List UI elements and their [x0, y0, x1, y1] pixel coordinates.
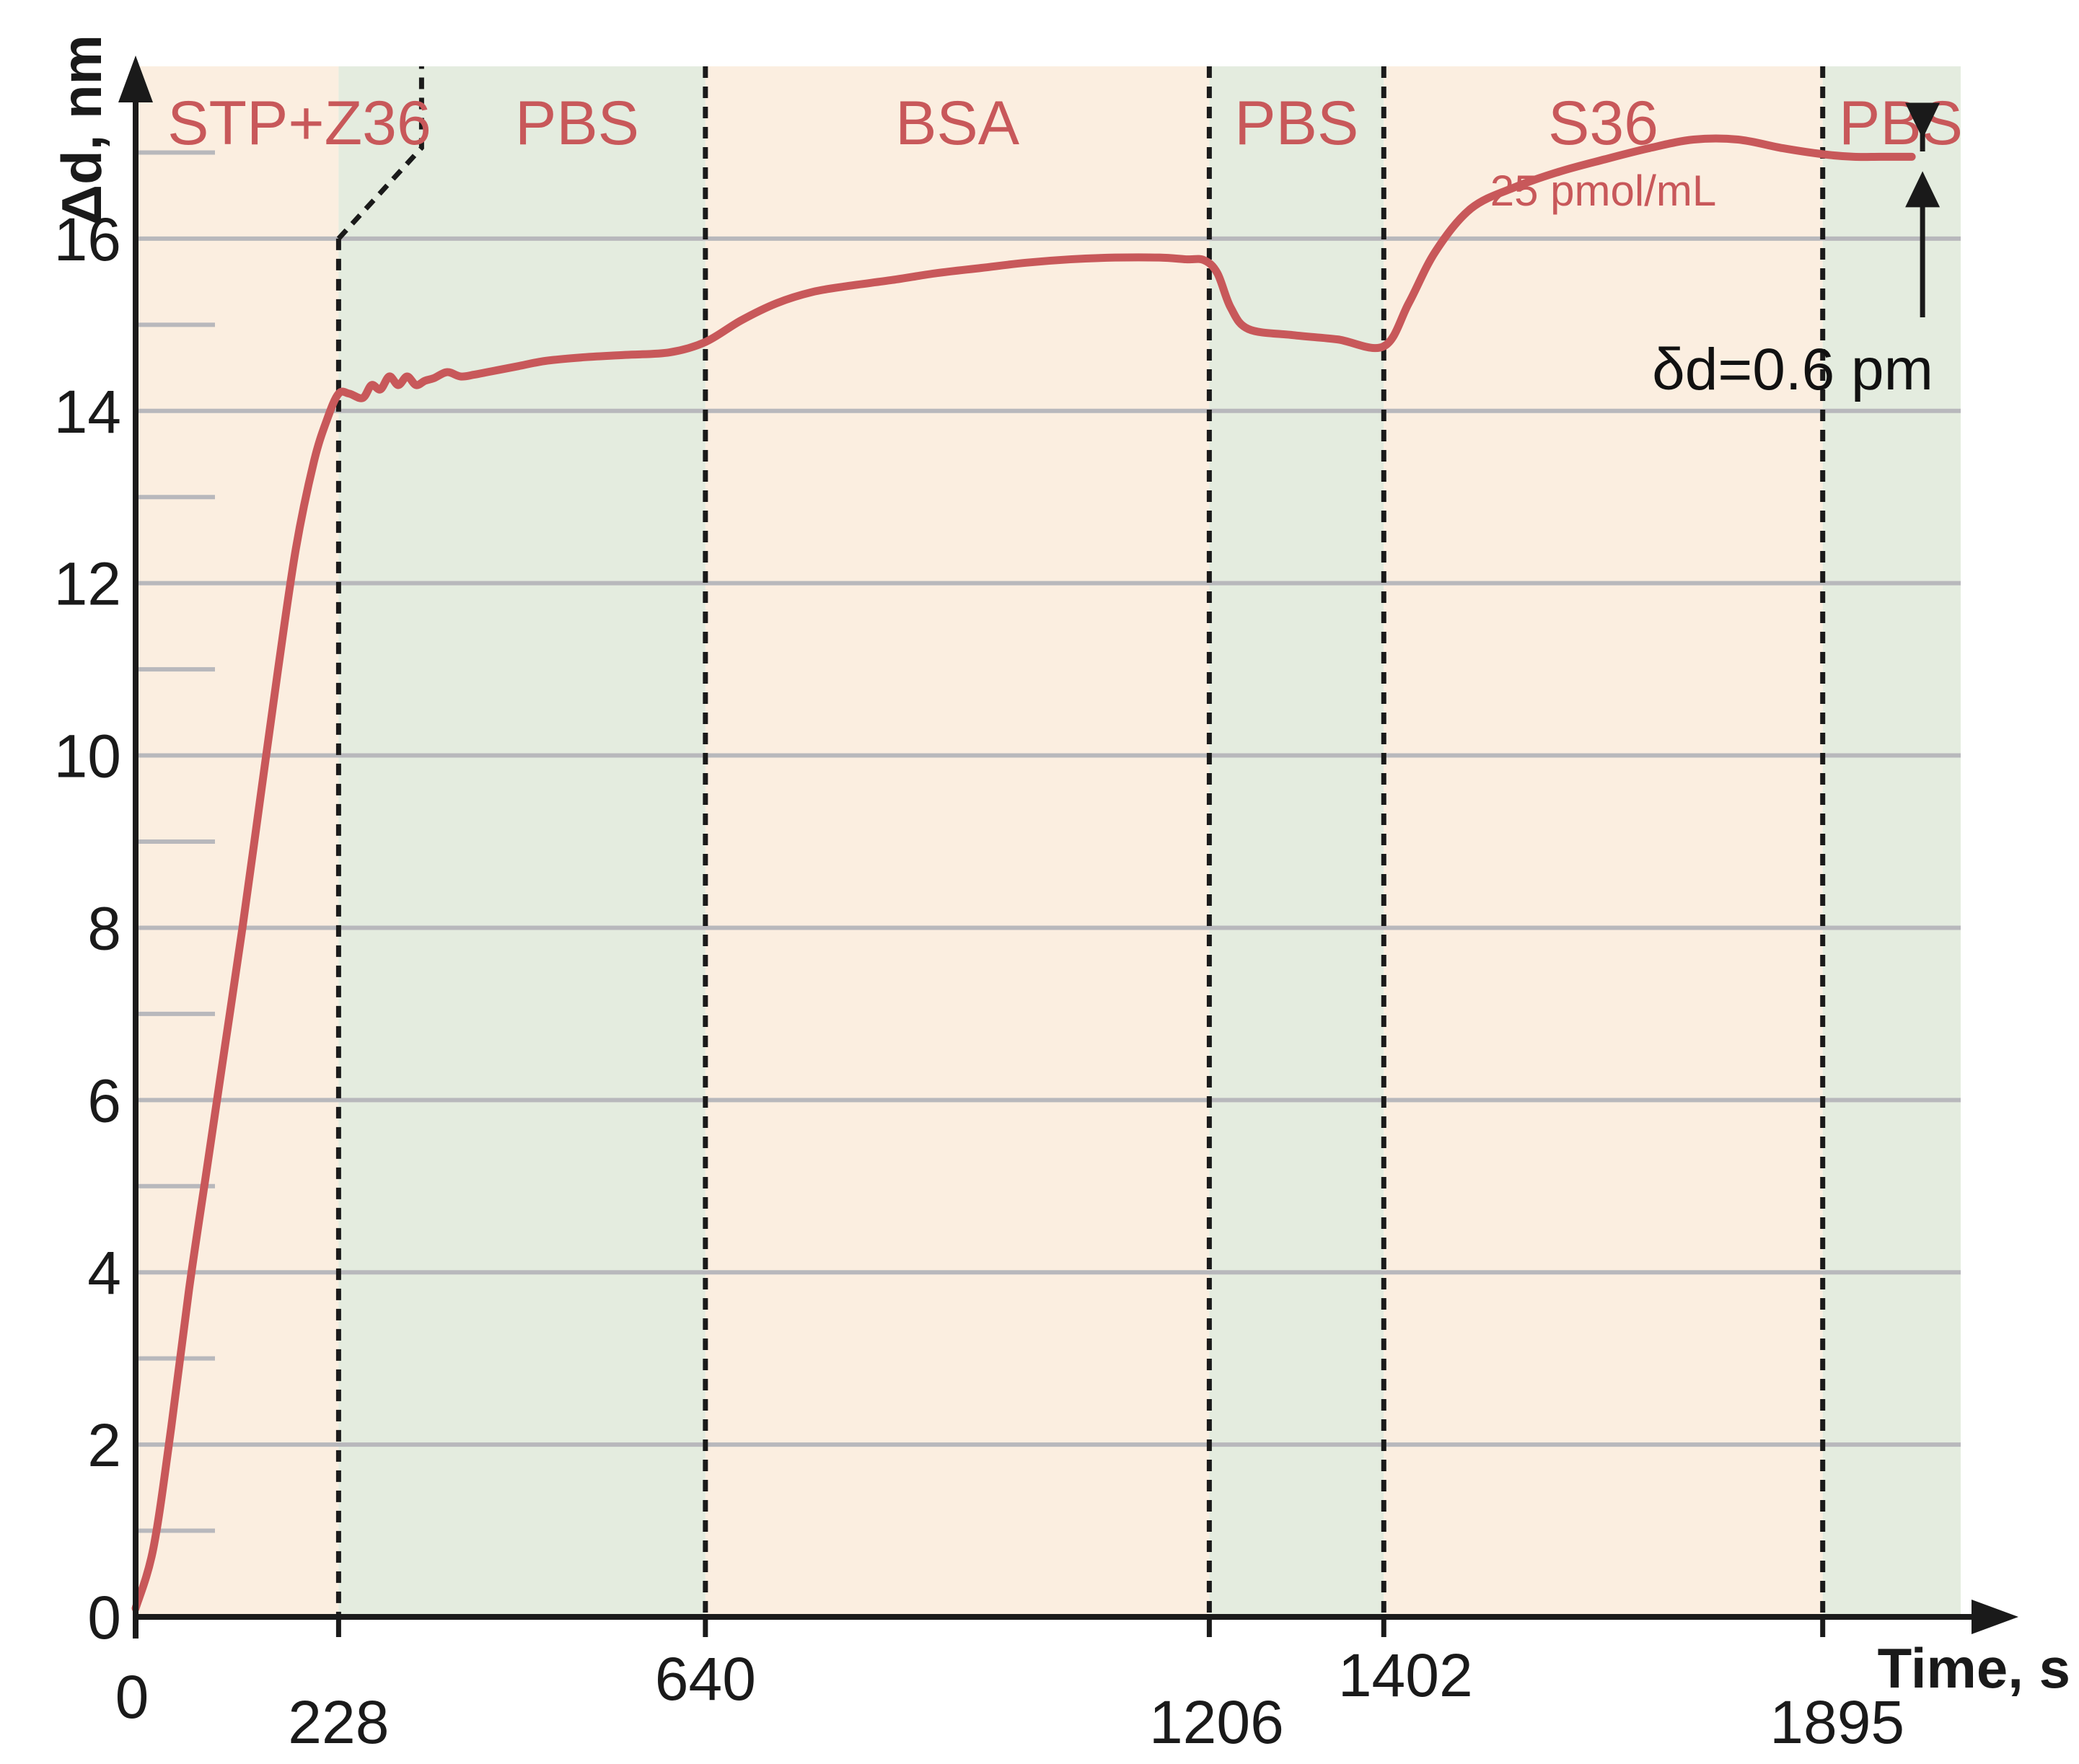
y-tick-label: 2 — [87, 1411, 121, 1479]
y-tick-label: 10 — [54, 723, 121, 790]
series-curve-group — [131, 134, 1916, 1613]
x-tick-label: 1895 — [1770, 1688, 1904, 1756]
phase-region-4 — [1384, 66, 1823, 1617]
y-tick-label: 14 — [54, 378, 121, 446]
phase-label: BSA — [895, 89, 1020, 158]
phase-region-2 — [705, 66, 1210, 1617]
y-tick-label: 0 — [87, 1584, 121, 1651]
phase-label: PBS — [515, 89, 639, 158]
x-tick-label: 0 — [115, 1663, 149, 1731]
tick-labels: 0 228 640 1206 1402 1895 0 2 4 6 8 10 12 14 16 — [54, 206, 1905, 1756]
annotation-text: δd=0.6 pm — [1652, 337, 1933, 402]
phase-labels: STP+Z36 PBS BSA PBS S36 25 pmol/mL PBS — [167, 89, 1963, 215]
x-tick-label: 228 — [288, 1688, 389, 1756]
phase-label: S36 — [1548, 89, 1658, 158]
gridlines — [136, 150, 1961, 1533]
y-tick-label: 4 — [87, 1239, 121, 1307]
phase-label-separator — [336, 66, 424, 241]
phase-region-5 — [1822, 66, 1961, 1617]
y-tick-label: 8 — [87, 894, 121, 962]
x-tick-label: 1402 — [1338, 1641, 1473, 1709]
x-tick-label: 1206 — [1149, 1688, 1284, 1756]
annotation-arrow-down-head — [1905, 102, 1940, 139]
x-tick-label: 640 — [655, 1645, 756, 1713]
phase-label: PBS — [1839, 89, 1963, 158]
y-tick-label: 16 — [54, 206, 121, 273]
y-axis-arrow — [118, 56, 153, 102]
series-line-0 — [131, 134, 1916, 1613]
phase-dividers — [335, 66, 1826, 1617]
phase-sublabel: 25 pmol/mL — [1490, 167, 1716, 215]
phase-label: PBS — [1234, 89, 1358, 158]
x-axis-label: Time, s — [1878, 1636, 2070, 1700]
annotation-group: δd=0.6 pm — [1652, 102, 1940, 402]
axes — [118, 56, 2018, 1639]
phase-regions — [136, 66, 1961, 1617]
y-tick-label: 12 — [54, 550, 121, 618]
x-axis-arrow — [1972, 1600, 2018, 1634]
y-tick-label: 6 — [87, 1067, 121, 1134]
y-axis-label: Δd, nm — [50, 35, 113, 225]
phase-region-3 — [1209, 66, 1384, 1617]
annotation-arrow-up-head — [1905, 171, 1940, 208]
phase-label: STP+Z36 — [167, 89, 431, 158]
phase-region-1 — [338, 66, 706, 1617]
